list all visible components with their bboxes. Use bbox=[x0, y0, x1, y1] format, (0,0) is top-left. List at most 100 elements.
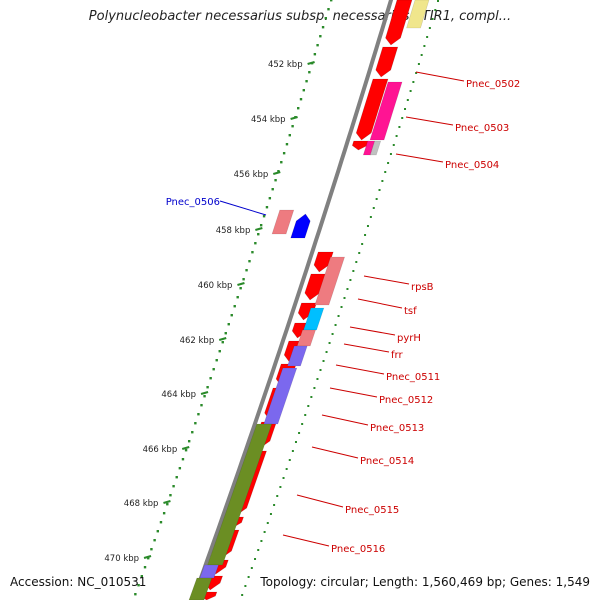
gene-label: tsf bbox=[404, 306, 417, 317]
inner-dot bbox=[313, 387, 316, 389]
inner-dot bbox=[404, 108, 407, 110]
ruler-dot bbox=[291, 125, 294, 128]
ruler-tick bbox=[255, 226, 263, 232]
inner-dot bbox=[431, 18, 434, 20]
kbp-label: 470 kbp bbox=[104, 554, 139, 564]
ruler-dot bbox=[297, 107, 300, 110]
inner-dot bbox=[260, 540, 263, 542]
inner-dot bbox=[257, 549, 260, 551]
inner-dot bbox=[361, 243, 364, 245]
ruler-dot bbox=[181, 458, 185, 461]
inner-dot bbox=[325, 351, 328, 353]
ruler-dot bbox=[162, 512, 166, 515]
kbp-ruler-labels: 452 kbp 454 kbp 456 kbp 458 kbp 460 kbp 462 k… bbox=[104, 60, 302, 564]
inner-dot bbox=[310, 396, 313, 398]
leader-line bbox=[349, 326, 396, 336]
inner-dot bbox=[428, 27, 431, 29]
ruler-dot bbox=[285, 143, 289, 146]
gene-label: Pnec_0516 bbox=[331, 544, 385, 555]
ruler-dot bbox=[159, 521, 163, 524]
ruler-dot bbox=[156, 530, 160, 533]
gene-label: rpsB bbox=[411, 282, 434, 293]
kbp-label: 468 kbp bbox=[124, 499, 159, 509]
inner-dot bbox=[247, 576, 250, 578]
gene-label: frr bbox=[391, 350, 403, 361]
inner-dot bbox=[346, 288, 349, 290]
ruler-dot bbox=[274, 179, 277, 182]
cds-feature bbox=[199, 564, 219, 579]
cds-arrow bbox=[313, 251, 334, 273]
leader-line bbox=[219, 200, 267, 216]
ruler-dot bbox=[197, 413, 200, 416]
cds-feature bbox=[369, 140, 382, 156]
inner-dot bbox=[328, 342, 331, 344]
inner-dot bbox=[417, 63, 420, 65]
inner-dot bbox=[372, 207, 375, 209]
ruler-tick bbox=[163, 499, 171, 505]
inner-dot bbox=[392, 144, 395, 146]
inner-dot bbox=[369, 216, 372, 218]
inner-dot bbox=[352, 270, 355, 272]
gene-label: Pnec_0515 bbox=[345, 505, 399, 516]
gene-label: Pnec_0511 bbox=[386, 372, 440, 383]
cds-feature bbox=[271, 209, 295, 235]
ruler-tick bbox=[218, 336, 227, 342]
inner-dot bbox=[316, 378, 319, 380]
kbp-label: 464 kbp bbox=[161, 390, 196, 400]
cds-feature bbox=[188, 577, 213, 600]
ruler-dot bbox=[327, 8, 330, 11]
inner-dot bbox=[241, 594, 244, 596]
ruler-tick bbox=[272, 170, 281, 176]
gene-label: Pnec_0502 bbox=[466, 79, 520, 90]
inner-dot bbox=[401, 117, 404, 119]
ruler-dot bbox=[282, 152, 286, 155]
ruler-dot bbox=[257, 233, 260, 236]
gene-labels: Pnec_0502 Pnec_0503 Pnec_0504 Pnec_0506 rpsB… bbox=[166, 79, 521, 555]
ruler-tick bbox=[237, 281, 245, 287]
cds-feature bbox=[263, 367, 298, 425]
ruler-dot bbox=[184, 449, 188, 452]
ruler-dot bbox=[178, 467, 182, 470]
inner-dot bbox=[304, 414, 307, 416]
cds-arrow bbox=[290, 213, 311, 239]
inner-dot bbox=[358, 252, 361, 254]
ruler-dot bbox=[251, 251, 254, 254]
inner-dot bbox=[366, 225, 369, 227]
ruler-dot bbox=[150, 548, 153, 551]
ruler-dot bbox=[259, 224, 263, 227]
cds-arrow bbox=[351, 140, 370, 151]
ruler-dot bbox=[203, 395, 206, 398]
kbp-ruler bbox=[134, 0, 333, 596]
ruler-dot bbox=[218, 350, 221, 353]
inner-dot bbox=[244, 585, 247, 587]
ruler-dot bbox=[212, 368, 215, 371]
kbp-label: 452 kbp bbox=[268, 60, 303, 70]
ruler-dot bbox=[277, 170, 280, 173]
ruler-dot bbox=[209, 377, 212, 380]
ruler-dot bbox=[305, 80, 308, 83]
ruler-dot bbox=[191, 431, 194, 434]
ruler-dot bbox=[172, 485, 175, 488]
ruler-dot bbox=[169, 494, 172, 497]
ruler-tick bbox=[200, 390, 209, 396]
inner-dot bbox=[301, 423, 304, 425]
ruler-dot bbox=[140, 575, 144, 578]
ruler-dot bbox=[137, 584, 140, 587]
inner-dot bbox=[254, 558, 257, 560]
inner-dot bbox=[288, 459, 291, 461]
ruler-dot bbox=[134, 593, 137, 596]
cds-feature bbox=[296, 329, 316, 347]
inner-dot bbox=[331, 333, 334, 335]
ruler-dot bbox=[319, 35, 322, 38]
kbp-label: 458 kbp bbox=[216, 226, 251, 236]
inner-dot bbox=[364, 234, 367, 236]
ruler-dot bbox=[194, 422, 197, 425]
gene-features bbox=[188, 0, 430, 600]
ruler-dot bbox=[262, 215, 266, 218]
kbp-label: 456 kbp bbox=[234, 170, 269, 180]
inner-dot bbox=[434, 9, 437, 11]
leader-line bbox=[357, 298, 403, 309]
inner-dot bbox=[349, 279, 352, 281]
inner-dot bbox=[279, 486, 282, 488]
